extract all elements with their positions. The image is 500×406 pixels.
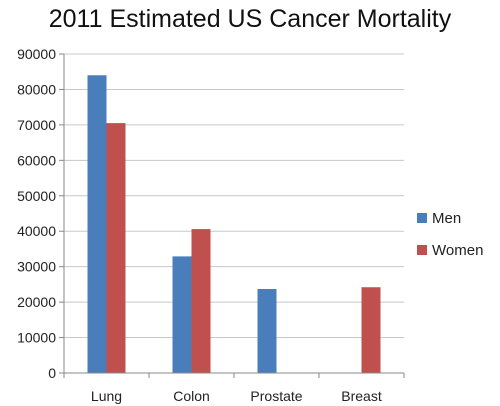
y-tick-label: 20000: [17, 294, 56, 310]
y-tick-label: 70000: [17, 117, 56, 133]
y-tick-label: 0: [48, 365, 56, 381]
x-tick-label: Lung: [91, 388, 122, 404]
x-tick-label: Colon: [173, 388, 210, 404]
legend: Men Women: [417, 210, 483, 259]
legend-swatch-women: [417, 245, 427, 255]
legend-label-men: Men: [432, 210, 461, 227]
y-tick-label: 10000: [17, 330, 56, 346]
y-tick-label: 90000: [17, 46, 56, 62]
bar-women-lung: [106, 123, 126, 373]
x-tick-label: Breast: [341, 388, 382, 404]
bars: [87, 75, 381, 374]
bar-men-prostate: [257, 288, 277, 373]
y-tick-label: 80000: [17, 81, 56, 97]
legend-swatch-men: [417, 213, 427, 223]
bar-men-colon: [172, 256, 192, 373]
y-tick-label: 60000: [17, 152, 56, 168]
chart-title: 2011 Estimated US Cancer Mortality: [49, 5, 452, 33]
y-axis: 0 10000 20000 30000 40000 50000 60000 70000 8000…: [17, 46, 65, 381]
x-axis: Lung Colon Prostate Breast: [63, 372, 405, 404]
bar-women-breast: [361, 287, 381, 373]
legend-label-women: Women: [432, 242, 483, 259]
y-tick-label: 50000: [17, 188, 56, 204]
y-tick-label: 40000: [17, 223, 56, 239]
y-tick-label: 30000: [17, 259, 56, 275]
bar-women-colon: [191, 229, 211, 373]
x-tick-label: Prostate: [250, 388, 302, 404]
bar-men-lung: [87, 75, 107, 374]
